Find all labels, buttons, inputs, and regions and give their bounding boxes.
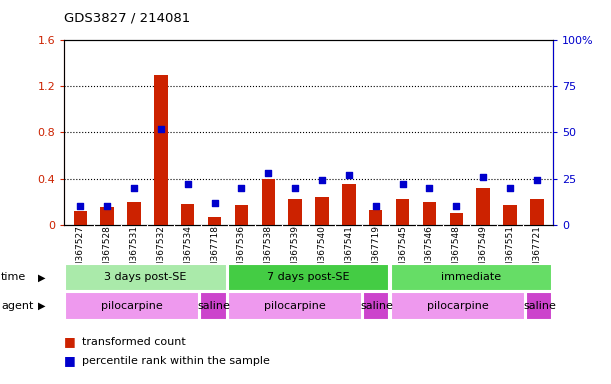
- Text: GSM367536: GSM367536: [237, 225, 246, 280]
- FancyBboxPatch shape: [65, 264, 227, 291]
- Point: [478, 174, 488, 180]
- Text: ■: ■: [64, 354, 76, 367]
- Point: [532, 177, 542, 184]
- Point: [210, 199, 219, 205]
- Text: transformed count: transformed count: [82, 337, 186, 347]
- Text: pilocarpine: pilocarpine: [427, 301, 489, 311]
- Text: GSM367551: GSM367551: [505, 225, 514, 280]
- FancyBboxPatch shape: [200, 293, 227, 320]
- Bar: [450, 213, 463, 225]
- Point: [398, 181, 408, 187]
- Point: [75, 203, 85, 209]
- Text: saline: saline: [523, 301, 556, 311]
- Text: GSM367539: GSM367539: [291, 225, 299, 280]
- Text: immediate: immediate: [441, 272, 502, 283]
- Point: [452, 203, 461, 209]
- FancyBboxPatch shape: [390, 293, 525, 320]
- Text: GSM367721: GSM367721: [532, 225, 541, 280]
- Text: 7 days post-SE: 7 days post-SE: [267, 272, 350, 283]
- Bar: [342, 184, 356, 225]
- Bar: [127, 202, 141, 225]
- Text: GSM367718: GSM367718: [210, 225, 219, 280]
- Bar: [503, 205, 517, 225]
- Bar: [262, 179, 275, 225]
- FancyBboxPatch shape: [65, 293, 199, 320]
- Bar: [315, 197, 329, 225]
- Point: [317, 177, 327, 184]
- Text: GSM367545: GSM367545: [398, 225, 407, 280]
- Text: GDS3827 / 214081: GDS3827 / 214081: [64, 12, 191, 25]
- Text: GSM367528: GSM367528: [103, 225, 112, 280]
- Text: GSM367719: GSM367719: [371, 225, 380, 280]
- FancyBboxPatch shape: [228, 293, 362, 320]
- Bar: [208, 217, 221, 225]
- Bar: [477, 188, 490, 225]
- Bar: [181, 204, 194, 225]
- Text: ■: ■: [64, 335, 76, 348]
- Text: GSM367531: GSM367531: [130, 225, 139, 280]
- Point: [129, 185, 139, 191]
- Text: GSM367541: GSM367541: [345, 225, 353, 280]
- Text: ▶: ▶: [38, 301, 45, 311]
- Text: time: time: [1, 272, 26, 283]
- Point: [156, 126, 166, 132]
- Text: 3 days post-SE: 3 days post-SE: [104, 272, 187, 283]
- Point: [263, 170, 273, 176]
- Text: agent: agent: [1, 301, 34, 311]
- Bar: [154, 75, 167, 225]
- Text: GSM367540: GSM367540: [318, 225, 326, 280]
- Point: [102, 203, 112, 209]
- FancyBboxPatch shape: [228, 264, 389, 291]
- Bar: [100, 207, 114, 225]
- Point: [425, 185, 434, 191]
- Point: [183, 181, 192, 187]
- Text: GSM367549: GSM367549: [478, 225, 488, 280]
- Bar: [73, 211, 87, 225]
- FancyBboxPatch shape: [526, 293, 552, 320]
- Text: saline: saline: [360, 301, 393, 311]
- Point: [371, 203, 381, 209]
- Text: GSM367538: GSM367538: [264, 225, 273, 280]
- Bar: [396, 199, 409, 225]
- FancyBboxPatch shape: [390, 264, 552, 291]
- Point: [290, 185, 300, 191]
- Bar: [423, 202, 436, 225]
- Text: GSM367548: GSM367548: [452, 225, 461, 280]
- Point: [236, 185, 246, 191]
- Text: GSM367532: GSM367532: [156, 225, 166, 280]
- Text: GSM367546: GSM367546: [425, 225, 434, 280]
- FancyBboxPatch shape: [364, 293, 389, 320]
- Bar: [288, 199, 302, 225]
- Text: ▶: ▶: [38, 272, 45, 283]
- Text: GSM367527: GSM367527: [76, 225, 85, 280]
- Bar: [530, 199, 544, 225]
- Point: [344, 172, 354, 178]
- Point: [505, 185, 515, 191]
- Bar: [369, 210, 382, 225]
- Text: percentile rank within the sample: percentile rank within the sample: [82, 356, 270, 366]
- Bar: [235, 205, 248, 225]
- Text: pilocarpine: pilocarpine: [264, 301, 326, 311]
- Text: GSM367534: GSM367534: [183, 225, 192, 280]
- Text: pilocarpine: pilocarpine: [101, 301, 163, 311]
- Text: saline: saline: [197, 301, 230, 311]
